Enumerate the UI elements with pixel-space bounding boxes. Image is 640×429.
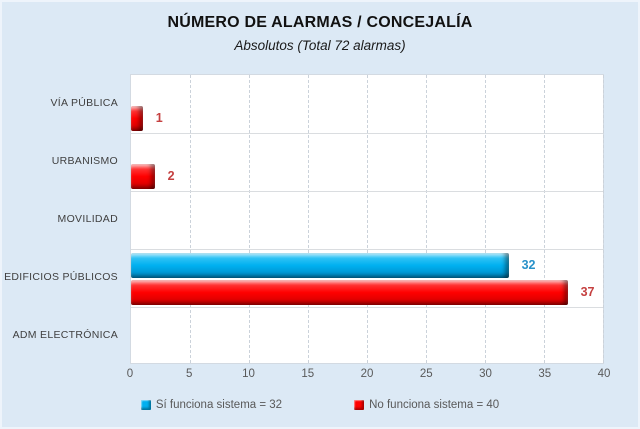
x-tick-label: 25 — [419, 368, 433, 380]
x-tick-label: 30 — [479, 368, 492, 380]
legend: Sí funciona sistema = 32 No funciona sist… — [2, 395, 638, 415]
category-label: VÍA PÚBLICA — [50, 97, 118, 109]
value-axis: 0 5 10 15 20 25 30 35 40 — [126, 368, 611, 384]
bar-si-funciona-3 — [131, 253, 509, 278]
category-label: EDIFICIOS PÚBLICOS — [4, 271, 118, 283]
x-tick-label: 0 — [126, 368, 134, 380]
gridline-x-30 — [485, 75, 486, 363]
x-tick-label: 40 — [597, 368, 611, 380]
bar-no-funciona-3 — [131, 280, 568, 305]
legend-label: No funciona sistema = 40 — [369, 399, 500, 411]
gridline-x-25 — [426, 75, 427, 363]
data-label: 32 — [521, 258, 536, 272]
gridline-x-15 — [308, 75, 309, 363]
bar-no-funciona-1 — [131, 164, 155, 189]
category-label: MOVILIDAD — [57, 213, 118, 225]
data-label: 1 — [155, 111, 163, 125]
x-tick-label: 5 — [186, 368, 193, 380]
category-label: ADM ELECTRÓNICA — [12, 329, 118, 341]
gridline-x-10 — [249, 75, 250, 363]
gridline-x-35 — [544, 75, 545, 363]
band-separator — [131, 191, 603, 192]
gridline-x-5 — [190, 75, 191, 363]
band-separator — [131, 307, 603, 308]
category-axis: VÍA PÚBLICA URBANISMO MOVILIDAD EDIFICIOS P… — [2, 74, 124, 364]
x-tick-label: 35 — [538, 368, 552, 380]
x-tick-label: 20 — [360, 368, 374, 380]
legend-label: Sí funciona sistema = 32 — [155, 399, 283, 411]
legend-swatch-icon — [354, 400, 365, 410]
plot-area: 1 2 32 37 — [130, 74, 604, 364]
chart-subtitle: Absolutos (Total 72 alarmas) — [234, 38, 406, 53]
chart-title: NÚMERO DE ALARMAS / CONCEJALÍA — [167, 14, 473, 31]
legend-item-si-funciona: Sí funciona sistema = 32 — [140, 399, 283, 411]
gridline-x-40 — [603, 75, 604, 363]
band-separator — [131, 133, 603, 134]
band-separator — [131, 249, 603, 250]
category-label: URBANISMO — [51, 155, 118, 167]
data-label: 37 — [580, 285, 595, 299]
gridline-x-20 — [367, 75, 368, 363]
legend-swatch-icon — [140, 400, 151, 410]
x-tick-label: 15 — [301, 368, 315, 380]
bar-no-funciona-0 — [131, 106, 143, 131]
data-label: 2 — [167, 169, 175, 183]
x-tick-label: 10 — [242, 368, 255, 380]
legend-item-no-funciona: No funciona sistema = 40 — [354, 399, 499, 411]
